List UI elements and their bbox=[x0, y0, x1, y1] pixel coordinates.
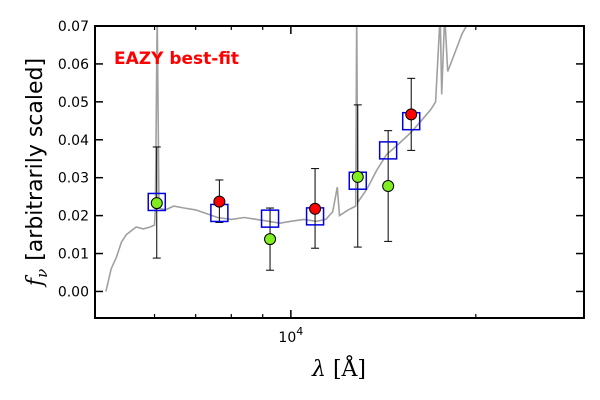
observed-point bbox=[351, 170, 364, 183]
x-tick-label: 104 bbox=[278, 325, 303, 346]
axis-ticks: 0.00 0.01 0.02 0.03 0.04 0.05 0.06 0.07 104 bbox=[58, 19, 584, 346]
y-tick-label: 0.05 bbox=[58, 95, 89, 111]
plot-frame bbox=[94, 25, 585, 319]
y-tick-label: 0.06 bbox=[58, 57, 89, 73]
x-axis-title: λ [Å] bbox=[311, 354, 366, 382]
y-axis-subscript: ν bbox=[33, 269, 51, 278]
annotation-label: EAZY best-fit bbox=[114, 49, 239, 69]
y-tick-label: 0.01 bbox=[58, 247, 89, 263]
errorbars bbox=[152, 77, 416, 271]
model-box bbox=[378, 141, 398, 160]
x-axis-unit: [Å] bbox=[333, 354, 366, 382]
observed-point bbox=[405, 108, 418, 121]
observed-points bbox=[150, 108, 418, 246]
observed-point bbox=[213, 195, 226, 208]
y-axis-title: fν[arbitrarily scaled] bbox=[23, 58, 51, 288]
observed-point bbox=[264, 233, 277, 246]
y-tick-label: 0.03 bbox=[58, 171, 89, 187]
template-spectrum-line bbox=[105, 26, 468, 292]
y-tick-label: 0.00 bbox=[58, 284, 89, 300]
observed-point bbox=[150, 197, 163, 210]
y-tick-label: 0.02 bbox=[58, 209, 89, 225]
y-axis-text: [arbitrarily scaled] bbox=[23, 58, 48, 261]
observed-point bbox=[309, 202, 322, 215]
model-boxes bbox=[147, 111, 421, 228]
model-box bbox=[147, 192, 167, 212]
y-tick-label: 0.07 bbox=[58, 19, 89, 35]
observed-point bbox=[382, 180, 395, 193]
y-tick-label: 0.04 bbox=[58, 133, 89, 149]
x-axis-symbol: λ bbox=[311, 357, 326, 382]
model-box bbox=[260, 209, 280, 228]
